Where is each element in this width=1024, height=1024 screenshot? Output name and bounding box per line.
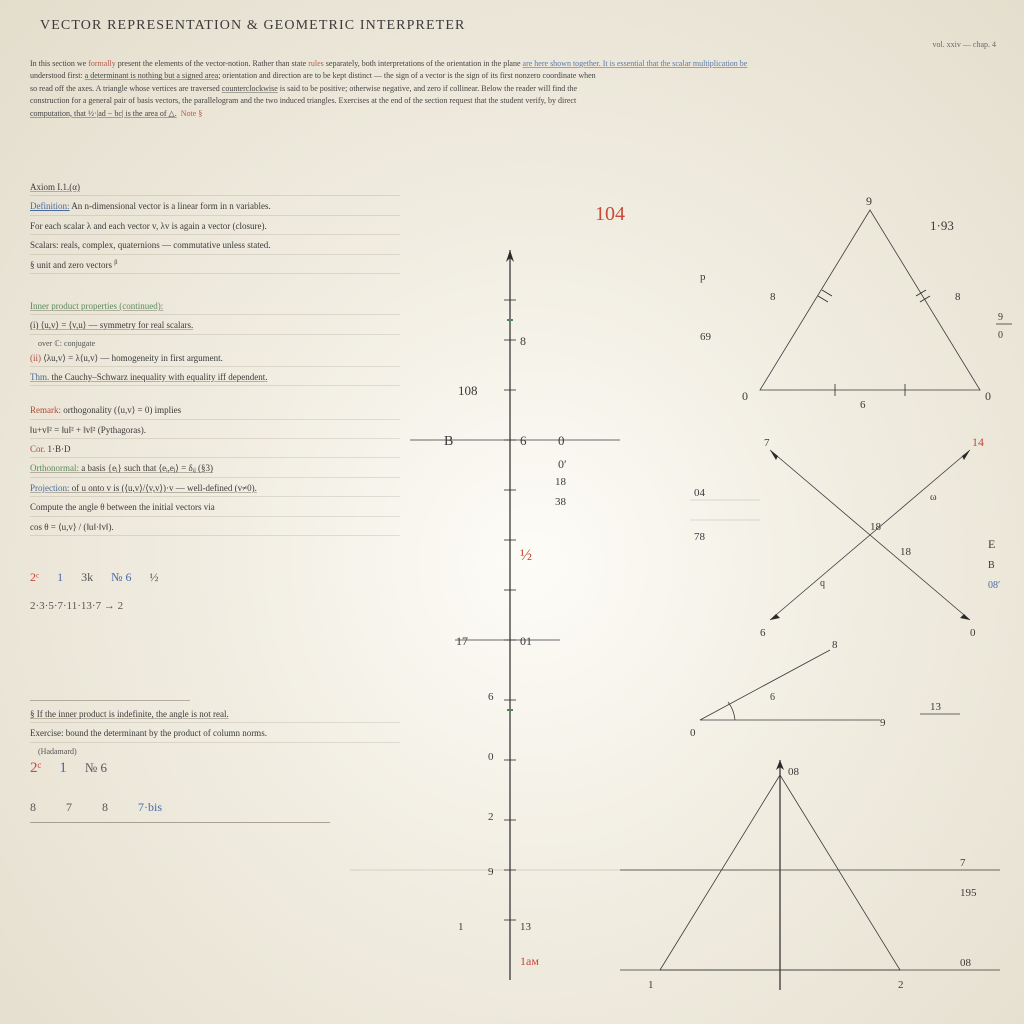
axis-label: 9 [488,866,494,878]
x-label: 7 [764,437,770,449]
tri-label: 9 [866,194,872,208]
tri-label: 9 [998,312,1003,323]
tri-label: 8 [770,291,776,303]
tri-label: 0 [742,389,748,403]
tri2-label: 7 [960,857,966,869]
axis-label: 0′ [558,457,567,471]
x-label: 78 [694,531,706,543]
axis-label: 13 [520,921,532,933]
x-label: q [820,578,825,589]
tri2-label: 08 [960,957,972,969]
tri-label: 69 [700,331,712,343]
tri2-label: 195 [960,887,977,899]
x-label: 08′ [988,580,1000,591]
x-label: ω [930,492,937,503]
x-label: 04 [694,487,706,499]
x-label: 18 [870,521,882,533]
axis-label: 1 [458,921,464,933]
x-label: 18 [900,546,912,558]
axis-label: 0 [488,751,494,763]
angle-label: 6 [770,692,775,703]
axis-label-104: 104 [595,203,625,225]
axis-label: B [444,434,453,449]
tri2-label: 2 [898,979,904,991]
tri-label: p [700,271,706,283]
x-label: E [988,537,995,551]
cross-diagram: 04 78 7 14 18 18 6 0 E B 08′ q ω [690,435,1000,639]
axis-label: 1ам [520,954,539,968]
axis-label: 2 [488,811,494,823]
x-label: B [988,560,995,571]
axis-label: 0 [558,433,565,448]
triangle-top-diagram: 9 1·93 0 0 8 8 6 p 69 9 0 [700,194,1012,411]
axis-label: ½ [520,547,532,564]
angle-label: 13 [930,701,942,713]
axis-label: 38 [555,496,567,508]
tri2-label: 08 [788,766,800,778]
tri-label: 0 [985,389,991,403]
x-label: 6 [760,627,766,639]
tri-label: 0 [998,330,1003,341]
axis-label: 18 [555,476,567,488]
axis-label: 6 [520,433,527,448]
triangle-bottom-diagram: 08 1 2 7 195 08 [620,760,1000,991]
diagram-layer: 104 8 108 B 6 0 0′ ½ 18 38 17 01 6 0 2 9… [0,0,1024,1024]
axis-label: 01 [520,634,532,648]
axis-label: 17 [456,634,468,648]
axis-label: 6 [488,691,494,703]
tri-label: 8 [955,291,961,303]
tri2-label: 1 [648,979,654,991]
angle-label: 8 [832,639,838,651]
tri-label: 6 [860,399,866,411]
tri-label: 1·93 [930,218,954,233]
angle-diagram: 0 8 9 6 13 [690,639,960,739]
angle-label: 0 [690,727,696,739]
center-axis-diagram: 104 8 108 B 6 0 0′ ½ 18 38 17 01 6 0 2 9… [350,203,740,980]
x-label: 14 [972,435,984,449]
x-label: 0 [970,627,976,639]
axis-tick-label: 8 [520,334,526,348]
angle-label: 9 [880,717,886,729]
axis-label: 108 [458,383,478,398]
